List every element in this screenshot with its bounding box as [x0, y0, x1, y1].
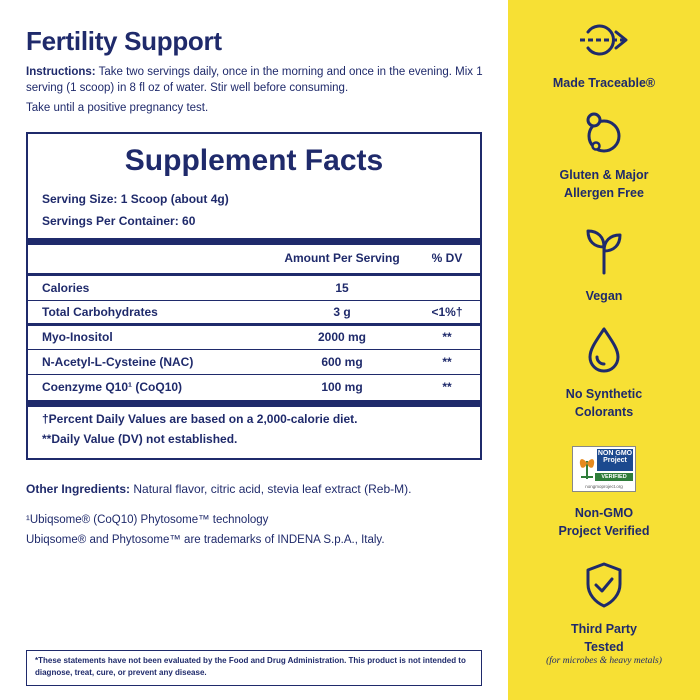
- row-dv: **: [442, 380, 452, 394]
- row-amount: 3 g: [333, 305, 351, 319]
- instructions-note: Take until a positive pregnancy test.: [26, 102, 209, 114]
- trademark-note: Ubiqsome® and Phytosome™ are trademarks …: [26, 534, 385, 546]
- feature-third-party-tested: Third Party Tested (for microbes & heavy…: [508, 560, 700, 666]
- table-header-row: Amount Per Serving % DV: [42, 246, 470, 270]
- servings-per-container: Servings Per Container: 60: [42, 214, 196, 228]
- feature-sublabel: (for microbes & heavy metals): [546, 656, 662, 666]
- row-name: N-Acetyl-L-Cysteine (NAC): [42, 355, 194, 369]
- other-ingredients-label: Other Ingredients:: [26, 482, 131, 496]
- sprout-icon: [586, 229, 622, 275]
- feature-label: Made Traceable®: [552, 76, 656, 90]
- table-row: Calories 15: [42, 276, 470, 300]
- supplement-facts-title: Supplement Facts: [124, 144, 384, 177]
- feature-label-line2: Allergen Free: [564, 186, 644, 200]
- butterfly-icon: [579, 459, 595, 479]
- feature-label: Vegan: [585, 289, 623, 303]
- row-amount: 100 mg: [321, 380, 363, 394]
- row-amount: 15: [335, 281, 349, 295]
- features-panel: [508, 0, 700, 700]
- table-row: Myo-Inositol 2000 mg **: [42, 325, 470, 349]
- feature-label-line1: Gluten & Major: [559, 168, 649, 182]
- header-dv: % DV: [431, 251, 463, 265]
- row-name: Myo-Inositol: [42, 330, 113, 344]
- allergen-free-icon: [586, 112, 621, 153]
- row-amount: 2000 mg: [317, 330, 367, 344]
- row-divider: [28, 349, 480, 350]
- row-divider: [28, 300, 480, 301]
- traceable-arrow-icon: [580, 24, 628, 56]
- non-gmo-badge: NON GMO Project VERIFIED nongmoproject.o…: [572, 446, 636, 492]
- table-row: Total Carbohydrates 3 g <1%†: [42, 300, 470, 324]
- droplet-icon: [588, 327, 620, 373]
- row-divider: [28, 374, 480, 375]
- instructions: Instructions: Take two servings daily, o…: [26, 64, 486, 96]
- non-gmo-badge-title: NON GMO Project: [597, 449, 633, 471]
- serving-size: Serving Size: 1 Scoop (about 4g): [42, 192, 229, 206]
- feature-non-gmo: Non-GMO Project Verified: [508, 504, 700, 540]
- other-ingredients-text: Natural flavor, citric acid, stevia leaf…: [130, 482, 412, 496]
- row-name: Coenzyme Q10¹ (CoQ10): [42, 380, 183, 394]
- section-divider: [28, 323, 480, 326]
- header-amount: Amount Per Serving: [284, 251, 400, 265]
- feature-allergen-free: Gluten & Major Allergen Free: [508, 110, 700, 202]
- thick-divider: [28, 400, 480, 407]
- footnote-not-established: **Daily Value (DV) not established.: [42, 432, 238, 446]
- page-title: Fertility Support: [26, 26, 222, 56]
- shield-check-icon: [586, 562, 622, 608]
- ubiqsome-note: ¹Ubiqsome® (CoQ10) Phytosome™ technology: [26, 514, 269, 526]
- feature-label-line1: Non-GMO: [574, 506, 634, 520]
- other-ingredients: Other Ingredients: Natural flavor, citri…: [26, 482, 411, 496]
- footnote-dv: †Percent Daily Values are based on a 2,0…: [42, 412, 358, 426]
- non-gmo-badge-site: nongmoproject.org: [585, 484, 623, 489]
- table-row: N-Acetyl-L-Cysteine (NAC) 600 mg **: [42, 350, 470, 374]
- row-name: Calories: [42, 281, 90, 295]
- feature-label-line2: Project Verified: [558, 524, 650, 538]
- row-name: Total Carbohydrates: [42, 305, 158, 319]
- instructions-text: Take two servings daily, once in the mor…: [26, 66, 483, 94]
- table-row: Coenzyme Q10¹ (CoQ10) 100 mg **: [42, 375, 470, 399]
- header-divider: [28, 273, 480, 276]
- left-panel: Fertility Support Instructions: Take two…: [26, 26, 486, 686]
- feature-vegan: Vegan: [508, 225, 700, 305]
- row-dv: **: [442, 355, 452, 369]
- feature-label-line1: Third Party: [571, 622, 637, 636]
- row-dv: **: [442, 330, 452, 344]
- supplement-facts-panel: Supplement Facts Serving Size: 1 Scoop (…: [26, 132, 482, 460]
- feature-no-synthetic-colorants: No Synthetic Colorants: [508, 325, 700, 421]
- feature-label-line2: Colorants: [574, 405, 634, 419]
- row-amount: 600 mg: [321, 355, 363, 369]
- non-gmo-badge-verified: VERIFIED: [595, 473, 633, 481]
- fda-disclaimer: *These statements have not been evaluate…: [26, 650, 482, 686]
- instructions-label: Instructions:: [26, 66, 96, 78]
- feature-label-line1: No Synthetic: [565, 387, 643, 401]
- thick-divider: [28, 238, 480, 245]
- feature-traceable: Made Traceable®: [508, 20, 700, 92]
- feature-label-line2: Tested: [584, 640, 624, 654]
- row-dv: <1%†: [431, 305, 463, 319]
